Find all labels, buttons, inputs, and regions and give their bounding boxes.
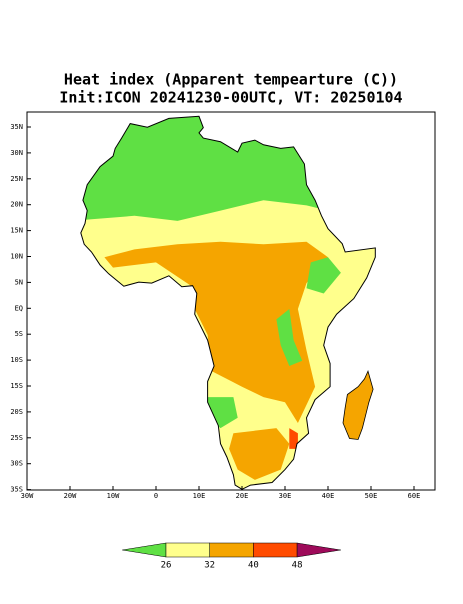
field-cool — [306, 257, 341, 294]
lat-label: EQ — [15, 304, 23, 312]
lat-label: 15N — [10, 227, 23, 235]
lat-label: 5S — [15, 330, 23, 338]
lon-label: 10W — [107, 492, 120, 500]
lat-label: 35S — [10, 486, 23, 494]
lat-label: 20N — [10, 201, 23, 209]
map-subtitle: Init:ICON 20241230-00UTC, VT: 20250104 — [59, 89, 402, 107]
colorbar-low — [122, 542, 167, 558]
lat-label: 25S — [10, 434, 23, 442]
heat-index-field — [80, 116, 376, 490]
lon-label: 20E — [236, 492, 249, 500]
lat-label: 30N — [10, 149, 23, 157]
lon-label: 40E — [322, 492, 335, 500]
lat-label: 15S — [10, 382, 23, 390]
lon-label: 50E — [365, 492, 378, 500]
lon-label: 0 — [154, 492, 158, 500]
lat-label: 20S — [10, 408, 23, 416]
lon-label: 10E — [193, 492, 206, 500]
lon-label: 30W — [21, 492, 34, 500]
colorbar-label: 32 — [204, 561, 215, 571]
field-very-hot — [289, 428, 298, 449]
field-cool — [276, 309, 303, 366]
colorbar-label: 26 — [161, 561, 172, 571]
colorbar-segment — [209, 542, 254, 558]
lon-label: 60E — [408, 492, 421, 500]
lat-label: 10S — [10, 356, 23, 364]
colorbar-segment — [253, 542, 298, 558]
lon-label: 20W — [64, 492, 77, 500]
map-frame — [26, 111, 436, 491]
map-title: Heat index (Apparent tempearture (C)) — [64, 71, 398, 89]
lat-label: 5N — [15, 278, 23, 286]
coastline — [80, 115, 376, 490]
field-hot — [229, 428, 290, 480]
lat-label: 25N — [10, 175, 23, 183]
madagascar — [342, 370, 374, 440]
colorbar-segment — [165, 542, 210, 558]
lon-label: 30E — [279, 492, 292, 500]
lat-label: 30S — [10, 460, 23, 468]
lat-label: 35N — [10, 123, 23, 131]
field-cool — [80, 116, 376, 221]
lat-label: 10N — [10, 253, 23, 261]
field-hot — [104, 241, 329, 423]
colorbar-high — [296, 542, 341, 558]
colorbar-label: 40 — [248, 561, 259, 571]
colorbar-label: 48 — [292, 561, 303, 571]
